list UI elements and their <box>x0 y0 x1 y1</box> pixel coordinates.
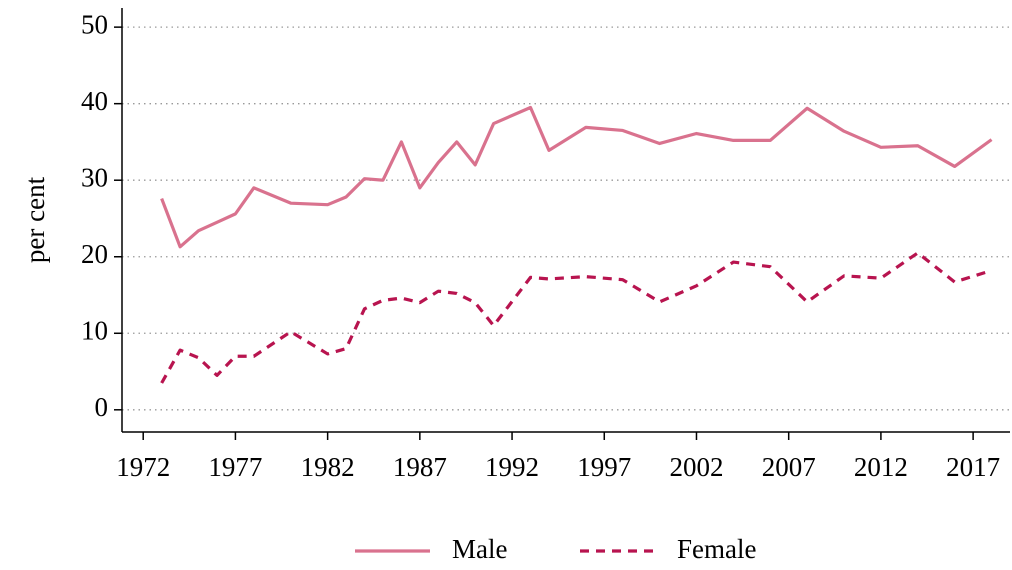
x-tick-label: 1982 <box>301 452 355 482</box>
x-tick-label: 2007 <box>762 452 816 482</box>
y-tick-label: 20 <box>81 239 108 269</box>
y-tick-label: 50 <box>81 9 108 39</box>
x-tick-label: 1992 <box>485 452 539 482</box>
y-tick-label: 30 <box>81 162 108 192</box>
x-tick-label: 1977 <box>208 452 262 482</box>
x-tick-label: 1987 <box>393 452 447 482</box>
y-tick-label: 10 <box>81 315 108 345</box>
x-tick-label: 2002 <box>669 452 723 482</box>
y-axis-label: per cent <box>20 176 50 263</box>
y-tick-label: 0 <box>95 392 109 422</box>
x-tick-label: 2012 <box>854 452 908 482</box>
legend-label: Female <box>677 534 756 564</box>
y-tick-label: 40 <box>81 86 108 116</box>
x-tick-label: 1972 <box>116 452 170 482</box>
x-tick-label: 1997 <box>577 452 631 482</box>
legend-label: Male <box>452 534 507 564</box>
x-tick-label: 2017 <box>946 452 1000 482</box>
line-series <box>160 105 993 249</box>
line-series <box>160 251 993 384</box>
